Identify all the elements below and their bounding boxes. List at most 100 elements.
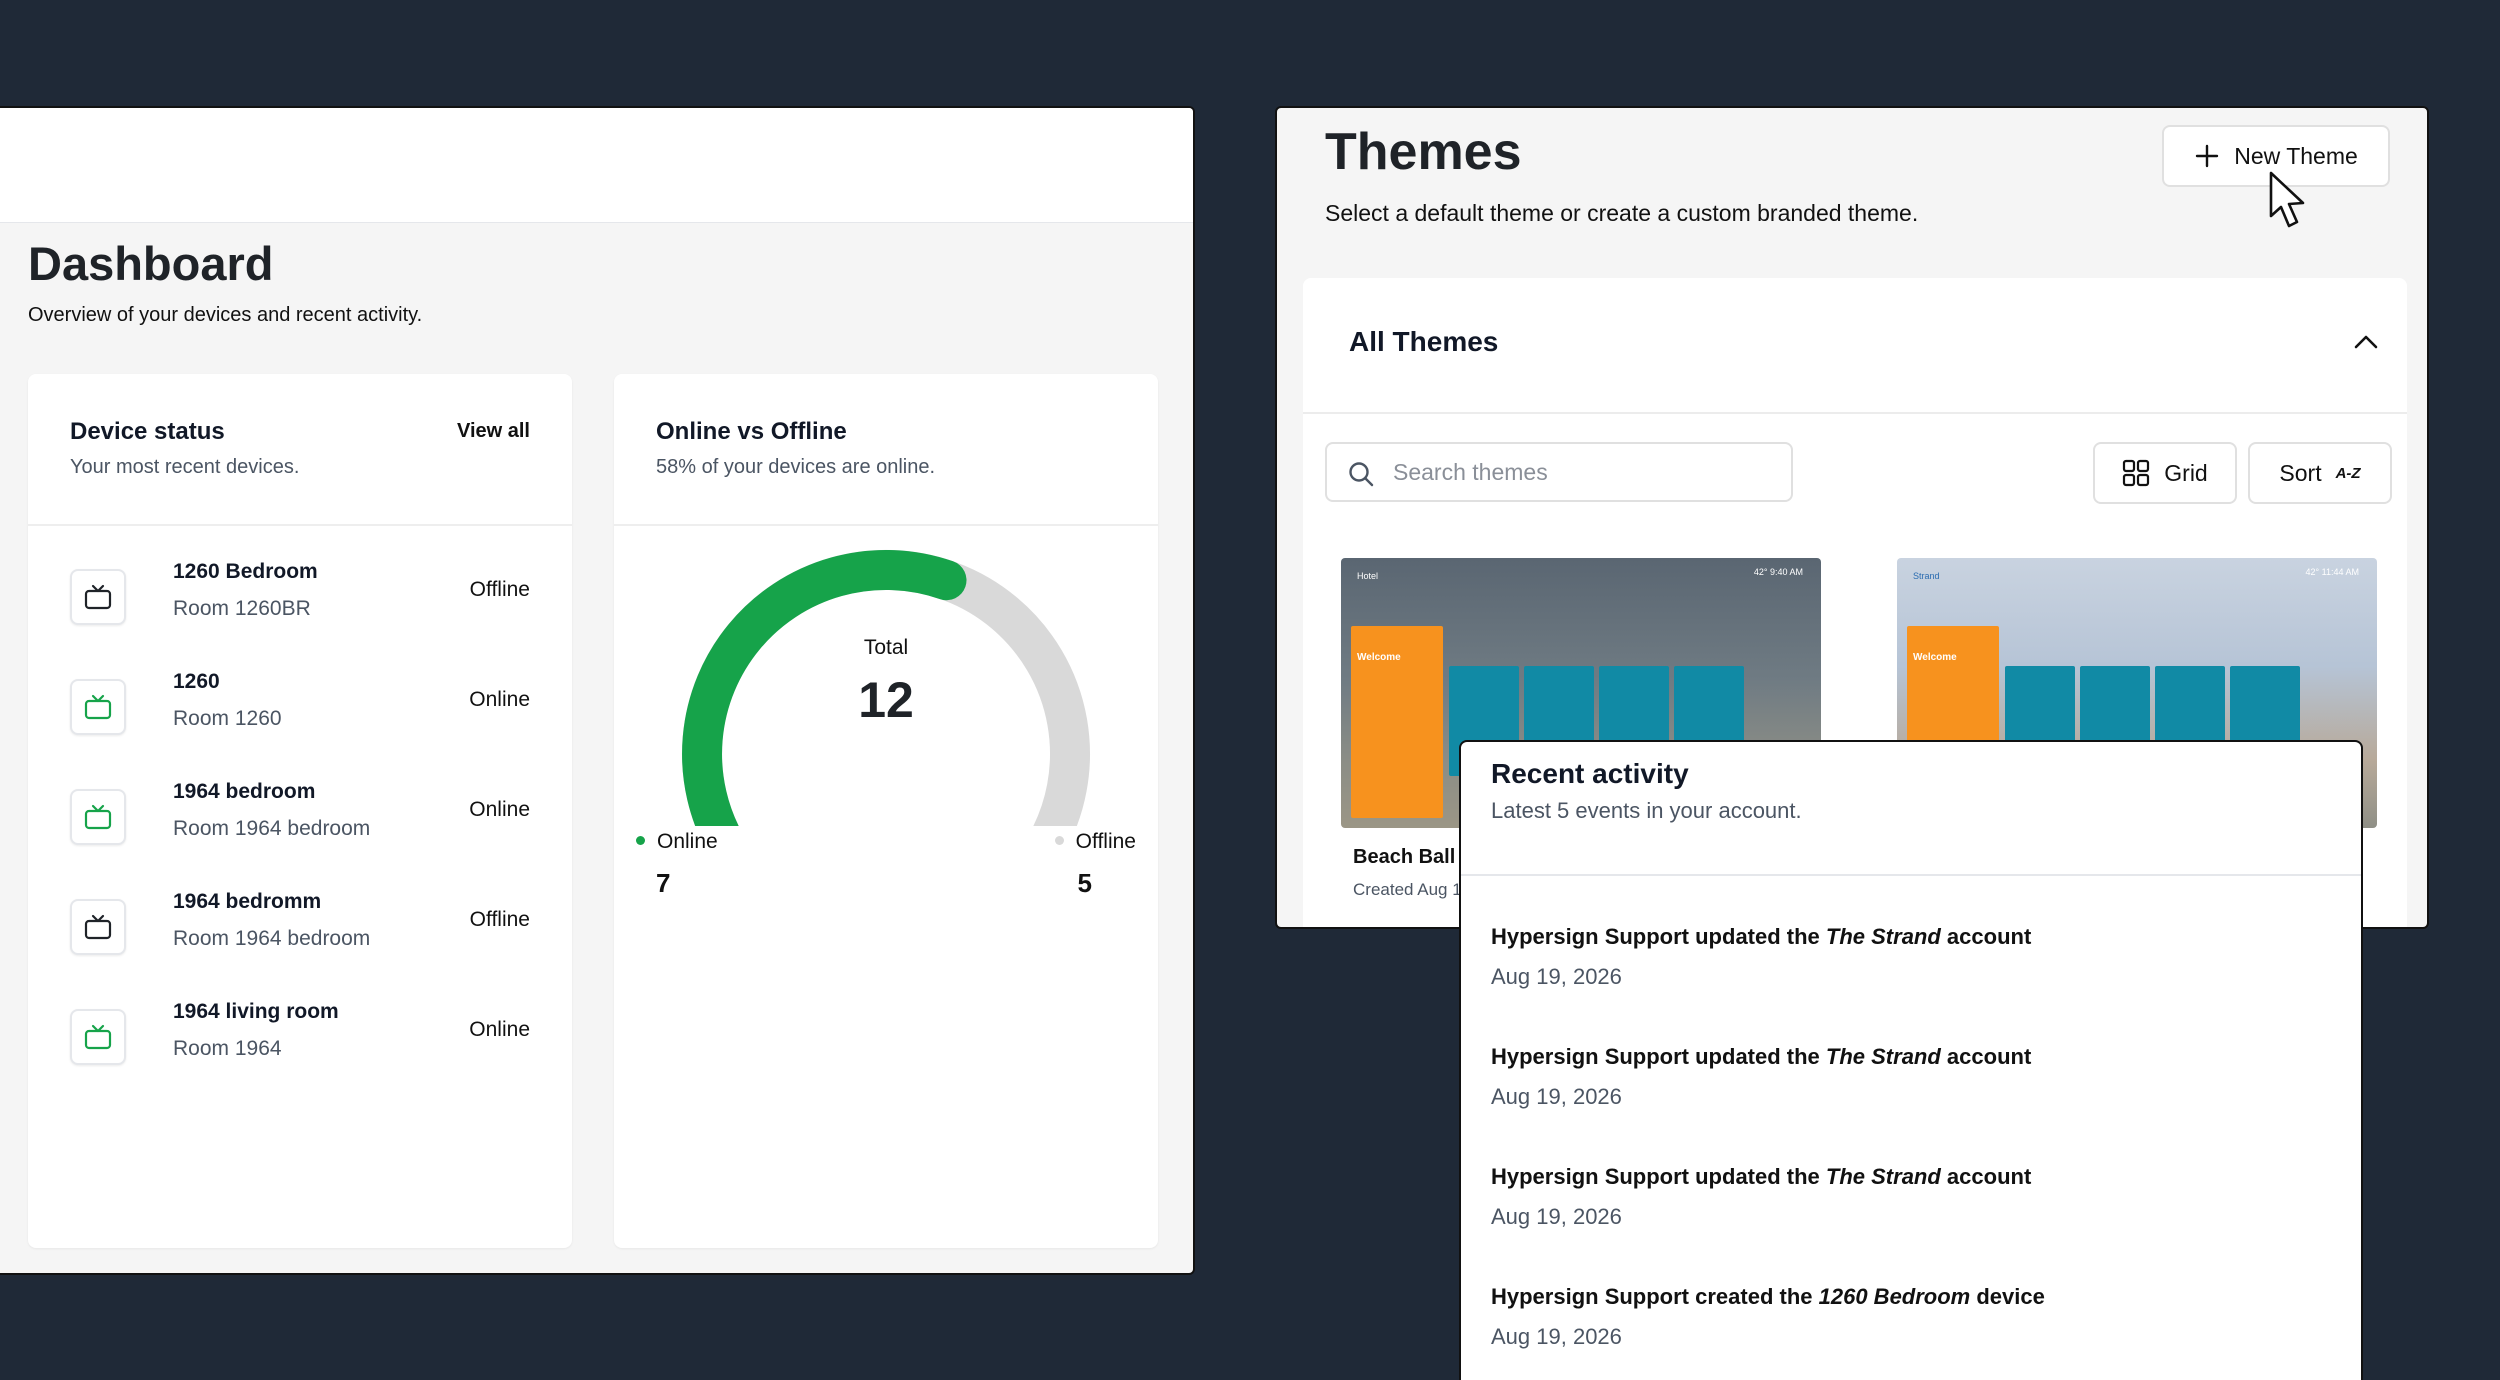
gauge-total-label: Total xyxy=(863,636,909,659)
activity-item: Hypersign Support updated the The Strand… xyxy=(1491,1044,2331,1110)
recent-activity-header: Recent activity Latest 5 events in your … xyxy=(1461,742,2361,876)
thumbnail-welcome-text: Welcome xyxy=(1913,652,1957,663)
device-room: Room 1964 bedroom xyxy=(173,927,371,950)
recent-activity-card: Recent activity Latest 5 events in your … xyxy=(1459,740,2363,1380)
device-row[interactable]: 1964 bedromm Room 1964 bedroom Offline xyxy=(70,886,530,976)
recent-activity-title: Recent activity xyxy=(1491,758,1689,789)
page-title: Dashboard xyxy=(28,237,274,290)
activity-text-prefix: Hypersign Support updated the xyxy=(1491,1044,1826,1069)
legend-offline: Offline xyxy=(1054,830,1136,854)
activity-date: Aug 19, 2026 xyxy=(1491,1084,1622,1109)
activity-item: Hypersign Support updated the The Strand… xyxy=(1491,924,2331,990)
device-name: 1260 xyxy=(173,670,220,693)
tv-icon xyxy=(70,1009,126,1065)
offline-count: 5 xyxy=(1077,868,1092,898)
search-icon xyxy=(1349,462,1374,487)
device-name: 1260 Bedroom xyxy=(173,560,318,583)
all-themes-title: All Themes xyxy=(1349,326,1499,357)
tv-icon xyxy=(70,899,126,955)
dashboard-window: Dashboard Overview of your devices and r… xyxy=(0,106,1195,1275)
gauge-total-value: 12 xyxy=(858,672,914,728)
activity-text-suffix: account xyxy=(1940,1164,2032,1189)
dashboard-topbar xyxy=(0,108,1193,223)
legend-offline-label: Offline xyxy=(1075,830,1136,853)
device-row[interactable]: 1260 Room 1260 Online xyxy=(70,666,530,756)
gauge-online-arc xyxy=(682,550,967,866)
device-status-text: Online xyxy=(469,1018,530,1041)
device-status-card: Device status Your most recent devices. … xyxy=(28,374,572,1248)
device-row[interactable]: 1964 living room Room 1964 Online xyxy=(70,996,530,1086)
theme-name: Beach Ball xyxy=(1353,846,1456,868)
gauge-chart: Total 12 xyxy=(614,526,1158,866)
grid-icon xyxy=(2123,459,2150,487)
themes-title: Themes xyxy=(1325,123,1522,181)
activity-date: Aug 19, 2026 xyxy=(1491,964,1622,989)
device-row[interactable]: 1260 Bedroom Room 1260BR Offline xyxy=(70,556,530,646)
search-themes-field[interactable] xyxy=(1325,442,1793,502)
activity-text-prefix: Hypersign Support created the xyxy=(1491,1284,1819,1309)
online-count: 7 xyxy=(656,868,671,898)
online-dot-icon xyxy=(636,835,645,845)
chevron-up-icon[interactable] xyxy=(2353,332,2379,352)
thumbnail-logo: Strand xyxy=(1913,571,1940,581)
device-status-subtitle: Your most recent devices. xyxy=(70,456,300,478)
grid-label: Grid xyxy=(2164,459,2208,486)
view-all-link[interactable]: View all xyxy=(456,420,530,442)
device-room: Room 1260BR xyxy=(173,597,311,620)
activity-text: Hypersign Support updated the The Strand… xyxy=(1491,1164,2331,1190)
device-name: 1964 living room xyxy=(173,1000,339,1023)
device-room: Room 1964 xyxy=(173,1037,282,1060)
sort-button[interactable]: Sort A-Z xyxy=(2248,442,2392,504)
thumbnail-logo: Hotel xyxy=(1357,571,1379,581)
device-status-text: Online xyxy=(469,798,530,821)
activity-text-prefix: Hypersign Support updated the xyxy=(1491,924,1826,949)
device-status-title: Device status xyxy=(70,418,225,445)
activity-text-suffix: account xyxy=(1940,924,2032,949)
online-offline-subtitle: 58% of your devices are online. xyxy=(656,456,936,478)
all-themes-header[interactable]: All Themes xyxy=(1303,278,2407,414)
device-row[interactable]: 1964 bedroom Room 1964 bedroom Online xyxy=(70,776,530,866)
offline-dot-icon xyxy=(1054,835,1064,845)
plus-icon xyxy=(2196,144,2219,168)
device-status-text: Offline xyxy=(469,908,530,931)
legend-online: Online xyxy=(636,830,718,854)
device-room: Room 1964 bedroom xyxy=(173,817,371,840)
device-status-text: Online xyxy=(469,688,530,711)
mouse-pointer-icon xyxy=(2269,171,2305,228)
tv-icon xyxy=(70,569,126,625)
activity-text-prefix: Hypersign Support updated the xyxy=(1491,1164,1826,1189)
search-input[interactable] xyxy=(1393,456,1773,488)
recent-activity-subtitle: Latest 5 events in your account. xyxy=(1491,798,1802,823)
legend-online-label: Online xyxy=(657,830,718,853)
thumbnail-weather: 42° 9:40 AM xyxy=(1753,567,1803,577)
activity-item: Hypersign Support created the 1260 Bedro… xyxy=(1491,1284,2331,1350)
new-theme-label: New Theme xyxy=(2234,142,2358,169)
thumbnail-weather: 42° 11:44 AM xyxy=(2305,567,2359,577)
device-status-text: Offline xyxy=(469,578,530,601)
activity-date: Aug 19, 2026 xyxy=(1491,1204,1622,1229)
tv-icon xyxy=(70,679,126,735)
device-name: 1964 bedroom xyxy=(173,780,316,803)
device-name: 1964 bedromm xyxy=(173,890,322,913)
sort-az-icon: A-Z xyxy=(2335,464,2361,482)
online-offline-title: Online vs Offline xyxy=(656,418,847,445)
online-offline-card: Online vs Offline 58% of your devices ar… xyxy=(614,374,1158,1248)
activity-object: The Strand xyxy=(1825,1164,1941,1189)
grid-view-button[interactable]: Grid xyxy=(2093,442,2237,504)
activity-date: Aug 19, 2026 xyxy=(1491,1324,1622,1349)
sort-label: Sort xyxy=(2279,459,2322,486)
activity-text-suffix: device xyxy=(1970,1284,2045,1309)
activity-text-suffix: account xyxy=(1940,1044,2032,1069)
themes-subtitle: Select a default theme or create a custo… xyxy=(1325,200,1919,226)
activity-object: The Strand xyxy=(1825,924,1941,949)
activity-object: The Strand xyxy=(1825,1044,1941,1069)
thumbnail-welcome-panel: Welcome xyxy=(1351,626,1443,818)
activity-text: Hypersign Support updated the The Strand… xyxy=(1491,1044,2331,1070)
page-subtitle: Overview of your devices and recent acti… xyxy=(28,304,423,326)
online-offline-header: Online vs Offline 58% of your devices ar… xyxy=(614,374,1158,526)
tv-icon xyxy=(70,789,126,845)
device-room: Room 1260 xyxy=(173,707,282,730)
theme-created-date: Created Aug 1 xyxy=(1353,880,1462,899)
device-status-header: Device status Your most recent devices. … xyxy=(28,374,572,526)
activity-item: Hypersign Support updated the The Strand… xyxy=(1491,1164,2331,1230)
